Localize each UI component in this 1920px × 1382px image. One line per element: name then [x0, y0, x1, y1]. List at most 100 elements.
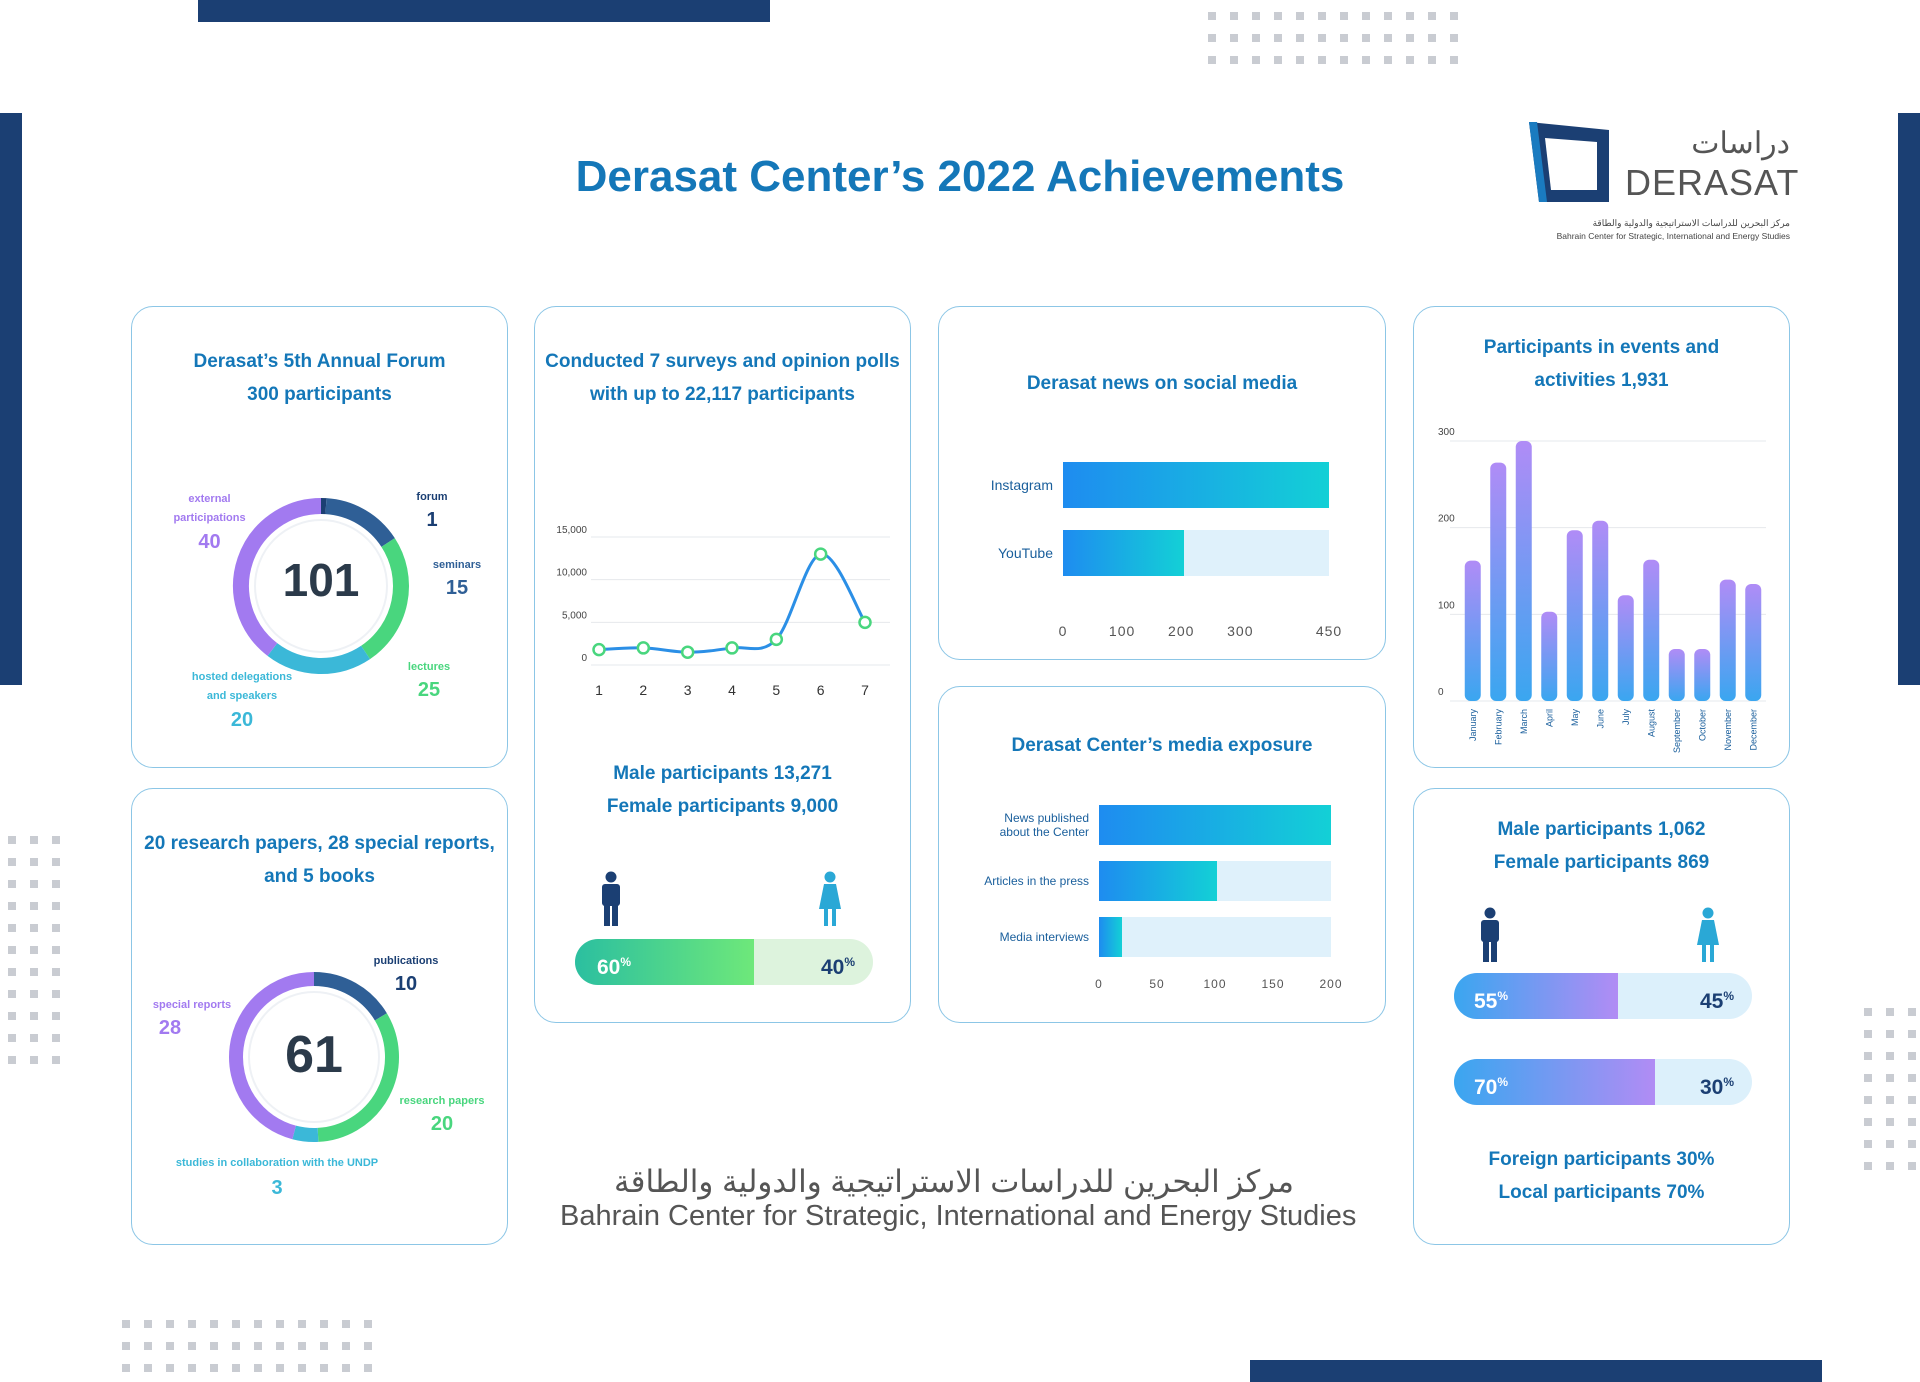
line-chart-point	[680, 645, 695, 659]
bar-category-label: Instagram	[959, 477, 1053, 494]
dot	[1886, 1096, 1894, 1104]
dot	[298, 1320, 306, 1328]
dot	[364, 1342, 372, 1350]
bar	[1099, 805, 1331, 845]
events-gender-card: Male participants 1,062 Female participa…	[1413, 788, 1790, 1245]
bar-category-label: Media interviews	[959, 930, 1089, 944]
events-foreign-line: Foreign participants 30%	[1488, 1149, 1715, 1170]
surveys-line-chart: 0 5,000 10,000 15,000 1 2 3 4 5 6 7	[556, 525, 890, 698]
research-value-undp: 3	[271, 1177, 283, 1199]
bar-x-tick: 200	[1168, 623, 1195, 639]
month-chart-x-tick: July	[1621, 709, 1631, 726]
dot	[166, 1364, 174, 1372]
social-title: Derasat news on social media	[1026, 373, 1298, 394]
dot	[1318, 56, 1326, 64]
surveys-gender-title: Male participants 13,271 Female particip…	[535, 757, 910, 823]
surveys-title: Conducted 7 surveys and opinion polls wi…	[535, 345, 910, 411]
dot	[1864, 1096, 1872, 1104]
dot	[1340, 34, 1348, 42]
donut-segment-publications	[313, 972, 387, 1021]
dot	[276, 1364, 284, 1372]
bar-category-label-line: News published	[1004, 810, 1089, 825]
page-title: Derasat Center’s 2022 Achievements	[575, 152, 1345, 201]
line-chart-point	[636, 641, 651, 655]
dot	[1886, 1140, 1894, 1148]
media-title: Derasat Center’s media exposure	[1011, 735, 1313, 756]
forum-title-line1: Derasat’s 5th Annual Forum	[193, 351, 446, 372]
forum-donut-chart	[233, 498, 409, 674]
derasat-logo-mark	[1529, 122, 1609, 202]
events-local-pct-sign: %	[1497, 1075, 1509, 1089]
forum-label-external-line1: external	[188, 493, 231, 505]
female-icon	[1697, 907, 1719, 962]
dot	[1886, 1118, 1894, 1126]
dot	[8, 990, 16, 998]
dot	[1908, 1052, 1916, 1060]
surveys-title-line1: Conducted 7 surveys and opinion polls	[545, 351, 900, 372]
logo-english-subtitle: Bahrain Center for Strategic, Internatio…	[1556, 231, 1790, 241]
month-chart-bar	[1464, 560, 1481, 701]
dot	[52, 946, 60, 954]
dot-grid-right	[1864, 1008, 1916, 1170]
forum-label-external-line2: participations	[173, 512, 246, 524]
surveys-male-fill	[575, 939, 754, 985]
dot	[320, 1320, 328, 1328]
month-chart-x-tick: June	[1595, 709, 1605, 729]
dot	[342, 1364, 350, 1372]
dot	[1886, 1162, 1894, 1170]
month-chart-x-tick: August	[1646, 709, 1656, 738]
forum-card: Derasat’s 5th Annual Forum 300 participa…	[131, 306, 508, 768]
dot	[8, 858, 16, 866]
dot	[342, 1320, 350, 1328]
dot	[210, 1320, 218, 1328]
dot	[1362, 12, 1370, 20]
events-male-pct: 55%	[1474, 973, 1508, 1019]
dot	[1362, 56, 1370, 64]
dot	[1384, 12, 1392, 20]
dot	[1274, 34, 1282, 42]
dot	[8, 1056, 16, 1064]
line-chart-x-tick: 2	[639, 682, 647, 698]
bar	[1099, 861, 1218, 901]
dot	[1406, 34, 1414, 42]
events-male-pct-value: 55	[1474, 990, 1498, 1013]
research-label-research-papers: research papers	[399, 1095, 485, 1107]
logo-arabic-subtitle: مركز البحرين للدراسات الاستراتيجية والدو…	[1592, 218, 1790, 228]
donut-segment-seminars	[325, 498, 395, 548]
month-chart-y-tick: 100	[1438, 600, 1455, 611]
forum-total: 101	[282, 554, 360, 606]
events-local-line: Local participants 70%	[1498, 1182, 1705, 1203]
events-foreign-pct: 30%	[1700, 1059, 1734, 1105]
events-foreign-pct-value: 30	[1699, 1076, 1724, 1099]
dot-grid-top	[1208, 12, 1458, 64]
month-chart-bar	[1592, 520, 1609, 701]
dot	[1908, 1008, 1916, 1016]
line-chart-x-tick: 6	[817, 682, 825, 698]
research-label-undp: studies in collaboration with the UNDP	[175, 1157, 379, 1169]
dot	[1274, 56, 1282, 64]
dot	[1908, 1118, 1916, 1126]
forum-label-lectures: lectures	[407, 661, 451, 673]
month-chart-x-tick: February	[1493, 709, 1503, 746]
forum-value-seminars: 15	[445, 577, 469, 599]
media-card: Derasat Center’s media exposure News pub…	[938, 686, 1386, 1023]
donut-inner	[254, 519, 388, 653]
dot	[52, 902, 60, 910]
male-icon	[1481, 907, 1499, 962]
forum-title-line2: 300 participants	[247, 384, 392, 405]
line-chart-x-tick: 7	[861, 682, 869, 698]
month-chart-bar	[1643, 559, 1660, 701]
dot-grid-bottom	[122, 1320, 372, 1372]
dot	[1886, 1052, 1894, 1060]
dot	[8, 924, 16, 932]
dot	[52, 1034, 60, 1042]
dot	[30, 946, 38, 954]
dot	[8, 968, 16, 976]
dot	[52, 880, 60, 888]
forum-label-hosted-line2: and speakers	[206, 690, 278, 702]
research-card: 20 research papers, 28 special reports, …	[131, 788, 508, 1245]
research-value-special-reports: 28	[158, 1017, 182, 1039]
dot	[232, 1342, 240, 1350]
bar-x-tick: 0	[1095, 977, 1103, 991]
dot	[30, 1056, 38, 1064]
